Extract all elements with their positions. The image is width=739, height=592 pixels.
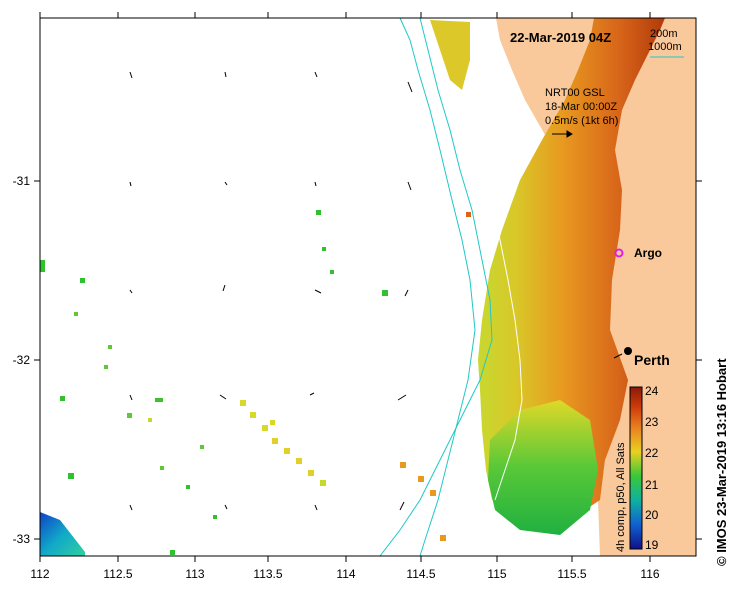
argo-label: Argo: [634, 246, 662, 260]
colorbar-tick-label: 21: [645, 478, 659, 492]
x-tick-label: 115: [487, 567, 506, 581]
contour-200m: [399, 17, 476, 557]
x-tick-label: 116: [640, 567, 659, 581]
current-legend-arrow-icon: [552, 130, 573, 138]
current-legend-line3: 0.5m/s (1kt 6h): [545, 115, 618, 127]
argo-marker-icon: [614, 248, 624, 258]
y-tick-label: -32: [13, 353, 31, 367]
plot-frame: [39, 17, 697, 557]
axis-ticks: [34, 12, 702, 562]
sst-cool-south: [488, 400, 598, 535]
current-vectors: [129, 71, 413, 511]
x-tick-label: 112.5: [103, 567, 132, 581]
colorbar-tick-label: 23: [645, 415, 659, 429]
current-legend-line2: 18-Mar 00:00Z: [545, 101, 617, 113]
x-axis-labels: 112 112.5 113 113.5 114 114.5 115 115.5 …: [30, 567, 659, 581]
x-tick-label: 114: [336, 567, 355, 581]
colorbar-ticks: 24 23 22 21 20 19: [645, 384, 659, 552]
colorbar-tick-label: 24: [645, 384, 659, 398]
colorbar-label: 4h comp, p50, All Sats: [615, 442, 627, 552]
contour-1000m: [379, 17, 493, 557]
depth-legend-1000m: 1000m: [648, 41, 682, 53]
x-tick-label: 115.5: [557, 567, 586, 581]
map-title: 22-Mar-2019 04Z: [510, 30, 611, 45]
credit-text: © IMOS 23-Mar-2019 13:16 Hobart: [714, 358, 729, 566]
x-tick-label: 113.5: [253, 567, 282, 581]
coast-white-line: [489, 199, 523, 501]
sst-cold-corner: [40, 512, 85, 556]
perth-label: Perth: [634, 352, 670, 368]
land-area: [496, 18, 696, 556]
sst-scattered-pixels: [40, 210, 471, 555]
colorbar-tick-label: 19: [645, 538, 659, 552]
current-legend-line1: NRT00 GSL: [545, 87, 605, 99]
x-tick-label: 114.5: [406, 567, 435, 581]
perth-marker-icon: [624, 347, 632, 355]
x-tick-label: 112: [30, 567, 49, 581]
sst-cool-north: [430, 20, 470, 90]
sst-swath: [478, 18, 665, 520]
y-tick-label: -31: [13, 174, 31, 188]
y-axis-labels: -31 -32 -33: [13, 174, 31, 546]
colorbar: [629, 386, 643, 550]
colorbar-tick-label: 20: [645, 508, 659, 522]
depth-legend-200m: 200m: [650, 28, 678, 40]
x-tick-label: 113: [185, 567, 204, 581]
colorbar-tick-label: 22: [645, 446, 659, 460]
y-tick-label: -33: [13, 532, 31, 546]
